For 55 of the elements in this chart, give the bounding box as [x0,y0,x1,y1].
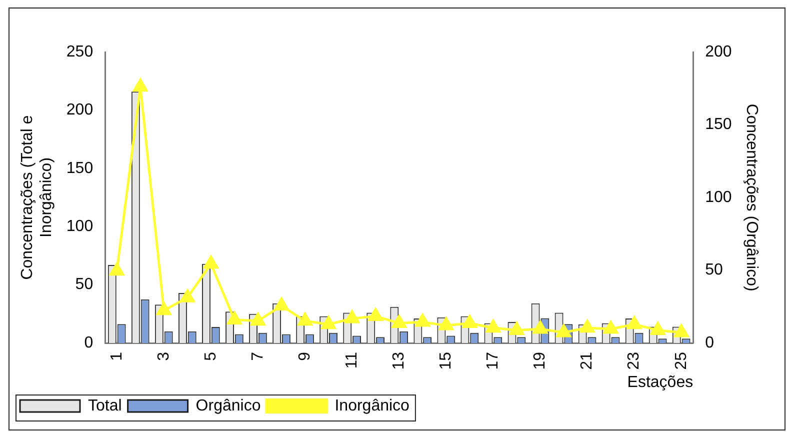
x-tick-label: 23 [626,352,643,370]
point [250,312,266,326]
point [133,78,148,92]
point [462,314,477,328]
point [180,289,195,302]
y2-tick-label: 200 [705,43,732,60]
x-tick-label: 1 [108,352,126,361]
y-tick-label: 100 [66,218,94,236]
y2-tick-label: 50 [705,262,724,279]
point [650,322,666,335]
legend-label: Inorgânico [334,397,410,414]
y-tick-label: 50 [75,276,94,294]
point [415,314,430,327]
point [156,302,172,316]
point [486,320,500,333]
x-tick-label: 21 [578,352,596,370]
x-tick-label: 7 [249,352,266,361]
point [321,316,336,330]
x-tick-label: 3 [155,352,172,361]
y-tick-label: 0 [84,334,94,352]
point [509,322,524,335]
point [227,311,242,324]
point [368,308,383,321]
point [674,324,689,338]
y2-tick-label: 150 [705,116,732,134]
point [392,314,406,328]
y2-tick-label: 0 [705,334,714,352]
point [532,320,548,334]
point [603,320,618,334]
x-tick-label: 13 [390,352,408,370]
x-tick-label: 19 [532,352,549,370]
point [298,312,312,326]
y-axis-title: Concentrações (Total e Inorgânico) [19,115,56,280]
y2-axis-title: Concentrações (Orgânico) [742,104,760,292]
legend-label: Total [88,397,122,414]
point [556,324,572,338]
point [580,320,595,333]
point [626,316,642,330]
point [110,262,124,276]
x-tick-label: 25 [672,352,690,370]
x-axis-title: Estações [627,374,694,391]
legend-label: Orgânico [196,397,261,414]
y-tick-label: 150 [66,160,94,177]
x-tick-label: 15 [438,352,455,370]
x-tick-label: 5 [202,352,220,361]
x-tick-label: 17 [484,352,502,370]
point [344,310,360,324]
y-tick-label: 250 [66,43,94,60]
x-tick-label: 9 [296,352,314,361]
x-tick-label: 11 [343,352,360,369]
y2-tick-label: 100 [705,188,732,206]
point [274,298,289,311]
point [438,317,454,330]
y-tick-label: 200 [66,102,94,119]
point [204,256,218,269]
